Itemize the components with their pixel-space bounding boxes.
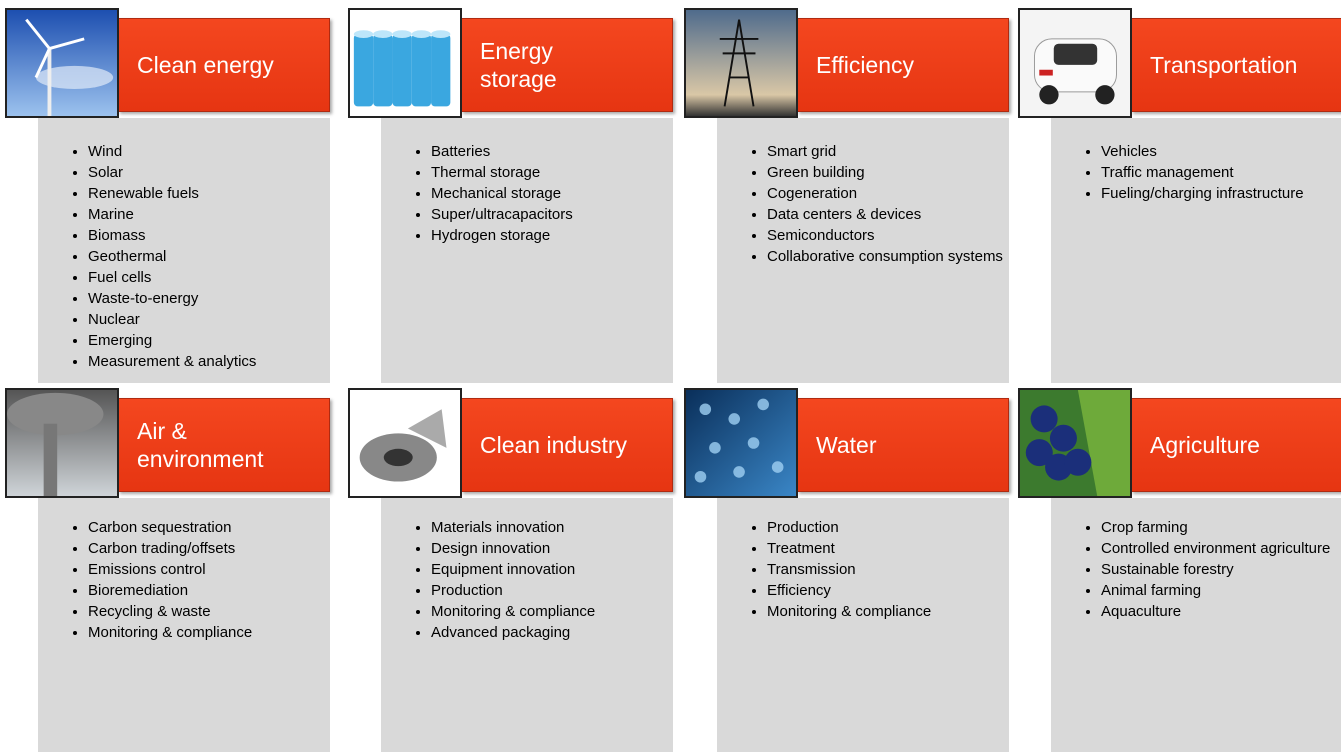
list-item: Vehicles [1101, 143, 1341, 160]
list-item: Renewable fuels [88, 185, 328, 202]
list-item: Fuel cells [88, 269, 328, 286]
list-item: Marine [88, 206, 328, 223]
list-item: Traffic management [1101, 164, 1341, 181]
list-item: Batteries [431, 143, 671, 160]
list-item: Carbon sequestration [88, 519, 328, 536]
card-panel: Batteries Thermal storage Mechanical stora… [381, 118, 673, 383]
item-list: Production Treatment Transmission Efficienc… [747, 519, 1007, 624]
list-item: Monitoring & compliance [88, 624, 328, 641]
item-list: Materials innovation Design innovation Equ… [411, 519, 671, 645]
list-item: Monitoring & compliance [431, 603, 671, 620]
list-item: Design innovation [431, 540, 671, 557]
card-title: Air & environment [137, 417, 247, 473]
card-title: Transportation [1150, 51, 1297, 79]
item-list: Wind Solar Renewable fuels Marine Biomass Geo… [68, 143, 328, 374]
list-item: Geothermal [88, 248, 328, 265]
list-item: Thermal storage [431, 164, 671, 181]
card-title: Efficiency [816, 51, 914, 79]
card-image [1018, 388, 1132, 498]
list-item: Super/ultracapacitors [431, 206, 671, 223]
list-item: Data centers & devices [767, 206, 1007, 223]
list-item: Monitoring & compliance [767, 603, 1007, 620]
card-header: Transportation [1131, 18, 1341, 112]
card-image [684, 388, 798, 498]
list-item: Equipment innovation [431, 561, 671, 578]
list-item: Treatment [767, 540, 1007, 557]
card-image [5, 388, 119, 498]
card-image [1018, 8, 1132, 118]
list-item: Controlled environment agriculture [1101, 540, 1341, 557]
list-item: Mechanical storage [431, 185, 671, 202]
card-panel: Crop farming Controlled environment agric… [1051, 498, 1341, 752]
list-item: Recycling & waste [88, 603, 328, 620]
card-panel: Wind Solar Renewable fuels Marine Biomass Geo… [38, 118, 330, 383]
item-list: Crop farming Controlled environment agric… [1081, 519, 1341, 624]
card-panel: Smart grid Green building Cogeneration Data… [717, 118, 1009, 383]
list-item: Carbon trading/offsets [88, 540, 328, 557]
list-item: Emissions control [88, 561, 328, 578]
list-item: Efficiency [767, 582, 1007, 599]
list-item: Crop farming [1101, 519, 1341, 536]
page: Wind Solar Renewable fuels Marine Biomass Geo… [0, 0, 1341, 751]
card-panel: Production Treatment Transmission Efficienc… [717, 498, 1009, 752]
list-item: Green building [767, 164, 1007, 181]
card-panel: Vehicles Traffic management Fueling/chargi… [1051, 118, 1341, 383]
card-header: Efficiency [797, 18, 1009, 112]
item-list: Vehicles Traffic management Fueling/chargi… [1081, 143, 1341, 206]
card-image [348, 388, 462, 498]
card-header: Agriculture [1131, 398, 1341, 492]
card-panel: Materials innovation Design innovation Equ… [381, 498, 673, 752]
item-list: Smart grid Green building Cogeneration Data… [747, 143, 1007, 269]
item-list: Carbon sequestration Carbon trading/offse… [68, 519, 328, 645]
list-item: Hydrogen storage [431, 227, 671, 244]
item-list: Batteries Thermal storage Mechanical stora… [411, 143, 671, 248]
card-title: Agriculture [1150, 431, 1260, 459]
list-item: Nuclear [88, 311, 328, 328]
list-item: Wind [88, 143, 328, 160]
card-image [5, 8, 119, 118]
list-item: Transmission [767, 561, 1007, 578]
list-item: Biomass [88, 227, 328, 244]
list-item: Production [767, 519, 1007, 536]
card-header: Water [797, 398, 1009, 492]
list-item: Animal farming [1101, 582, 1341, 599]
card-header: Clean energy [118, 18, 330, 112]
card-title: Clean industry [480, 431, 627, 459]
list-item: Production [431, 582, 671, 599]
list-item: Semiconductors [767, 227, 1007, 244]
card-header: Clean industry [461, 398, 673, 492]
card-header: Air & environment [118, 398, 330, 492]
list-item: Waste-to-energy [88, 290, 328, 307]
list-item: Fueling/charging infrastructure [1101, 185, 1341, 202]
list-item: Cogeneration [767, 185, 1007, 202]
card-title: Energy storage [480, 37, 590, 93]
card-panel: Carbon sequestration Carbon trading/offse… [38, 498, 330, 752]
list-item: Materials innovation [431, 519, 671, 536]
list-item: Bioremediation [88, 582, 328, 599]
list-item: Aquaculture [1101, 603, 1341, 620]
list-item: Collaborative consumption systems [767, 248, 1007, 265]
list-item: Smart grid [767, 143, 1007, 160]
list-item: Solar [88, 164, 328, 181]
list-item: Sustainable forestry [1101, 561, 1341, 578]
card-title: Clean energy [137, 51, 274, 79]
card-header: Energy storage [461, 18, 673, 112]
list-item: Measurement & analytics [88, 353, 328, 370]
list-item: Advanced packaging [431, 624, 671, 641]
card-image [348, 8, 462, 118]
list-item: Emerging [88, 332, 328, 349]
card-image [684, 8, 798, 118]
card-title: Water [816, 431, 877, 459]
